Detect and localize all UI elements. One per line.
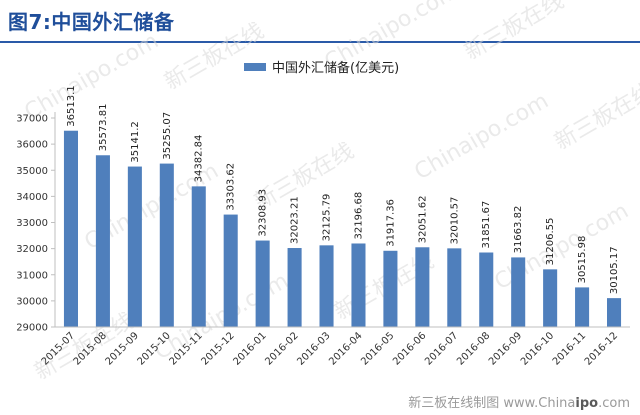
x-tick-label: 2016-12 [583, 330, 620, 367]
y-tick-label: 37000 [16, 114, 48, 125]
bar [479, 252, 494, 327]
bar [575, 287, 590, 327]
bar [415, 247, 430, 327]
data-label: 35141.2 [130, 121, 141, 162]
bar [127, 166, 142, 327]
x-tick-label: 2016-10 [519, 330, 556, 367]
footer-credit: 新三板在线制图 www.Chinaipo.com [408, 392, 630, 411]
legend-entry: 中国外汇储备(亿美元) [272, 60, 399, 76]
legend: 中国外汇储备(亿美元) [244, 60, 399, 76]
bar [63, 130, 78, 327]
bar [447, 248, 462, 327]
credit-prefix: 新三板在线制图 www.China [408, 396, 576, 411]
watermark-text: 新三板在线 [161, 19, 269, 96]
y-tick-label: 31000 [16, 270, 48, 281]
bars [63, 130, 622, 327]
bar [159, 163, 174, 327]
data-label: 35573.81 [98, 104, 109, 152]
title-rule [0, 41, 640, 43]
bar [607, 298, 622, 327]
y-tick-label: 32000 [16, 244, 48, 255]
page-title: 图7:中国外汇储备 [8, 10, 175, 34]
x-tick-label: 2016-03 [295, 330, 332, 367]
bar [351, 243, 366, 327]
bar [255, 240, 270, 327]
data-label: 36513.1 [66, 85, 77, 126]
bar [223, 214, 238, 327]
y-axis: 29000 30000 31000 32000 33000 34000 35000 36000… [16, 112, 56, 334]
y-tick-label: 33000 [16, 218, 48, 229]
x-tick-label: 2016-05 [359, 330, 396, 367]
data-label: 30105.17 [609, 246, 620, 294]
data-labels: 36513.1 35573.81 35141.2 35255.07 34382.84 33… [66, 85, 620, 294]
data-label: 35255.07 [162, 112, 173, 160]
watermark-text: Chinaipo.com [21, 29, 163, 126]
credit-suffix: .com [598, 396, 630, 411]
header-band [0, 0, 640, 42]
x-tick-label: 2016-04 [327, 330, 364, 367]
legend-swatch [244, 63, 266, 71]
bar [319, 245, 334, 327]
x-tick-label: 2016-07 [423, 330, 460, 367]
data-label: 31663.82 [513, 206, 524, 254]
data-label: 31851.67 [481, 201, 492, 249]
data-label: 31206.55 [545, 218, 556, 266]
bar [511, 257, 526, 327]
data-label: 31917.36 [385, 199, 396, 247]
data-label: 32196.68 [353, 192, 364, 240]
y-tick-label: 30000 [16, 296, 48, 307]
x-tick-label: 2016-09 [487, 330, 524, 367]
y-tick-label: 36000 [16, 140, 48, 151]
watermark-text: 新三板在线 [461, 0, 569, 65]
bar [287, 248, 302, 327]
data-label: 32308.93 [258, 189, 269, 237]
data-label: 34382.84 [194, 135, 205, 183]
bar [543, 269, 558, 327]
y-tick-label: 35000 [16, 166, 48, 177]
x-tick-label: 2016-02 [263, 330, 300, 367]
bar [383, 250, 398, 327]
data-label: 32125.79 [322, 194, 333, 242]
x-tick-label: 2016-08 [455, 330, 492, 367]
watermark-text: 新三板在线 [551, 79, 640, 156]
bar [95, 155, 110, 327]
watermark-text: Chinaipo.com [411, 89, 553, 186]
data-label: 32010.57 [449, 197, 460, 245]
bar [191, 186, 206, 327]
x-tick-label: 2016-06 [391, 330, 428, 367]
credit-bold: ipo [575, 396, 599, 411]
data-label: 30515.98 [577, 236, 588, 284]
data-label: 33303.62 [226, 163, 237, 211]
x-tick-label: 2016-01 [231, 330, 268, 367]
y-tick-label: 34000 [16, 192, 48, 203]
data-label: 32051.62 [417, 196, 428, 244]
y-tick-label: 29000 [16, 323, 48, 334]
data-label: 32023.21 [290, 196, 301, 244]
x-tick-label: 2016-11 [551, 330, 588, 367]
